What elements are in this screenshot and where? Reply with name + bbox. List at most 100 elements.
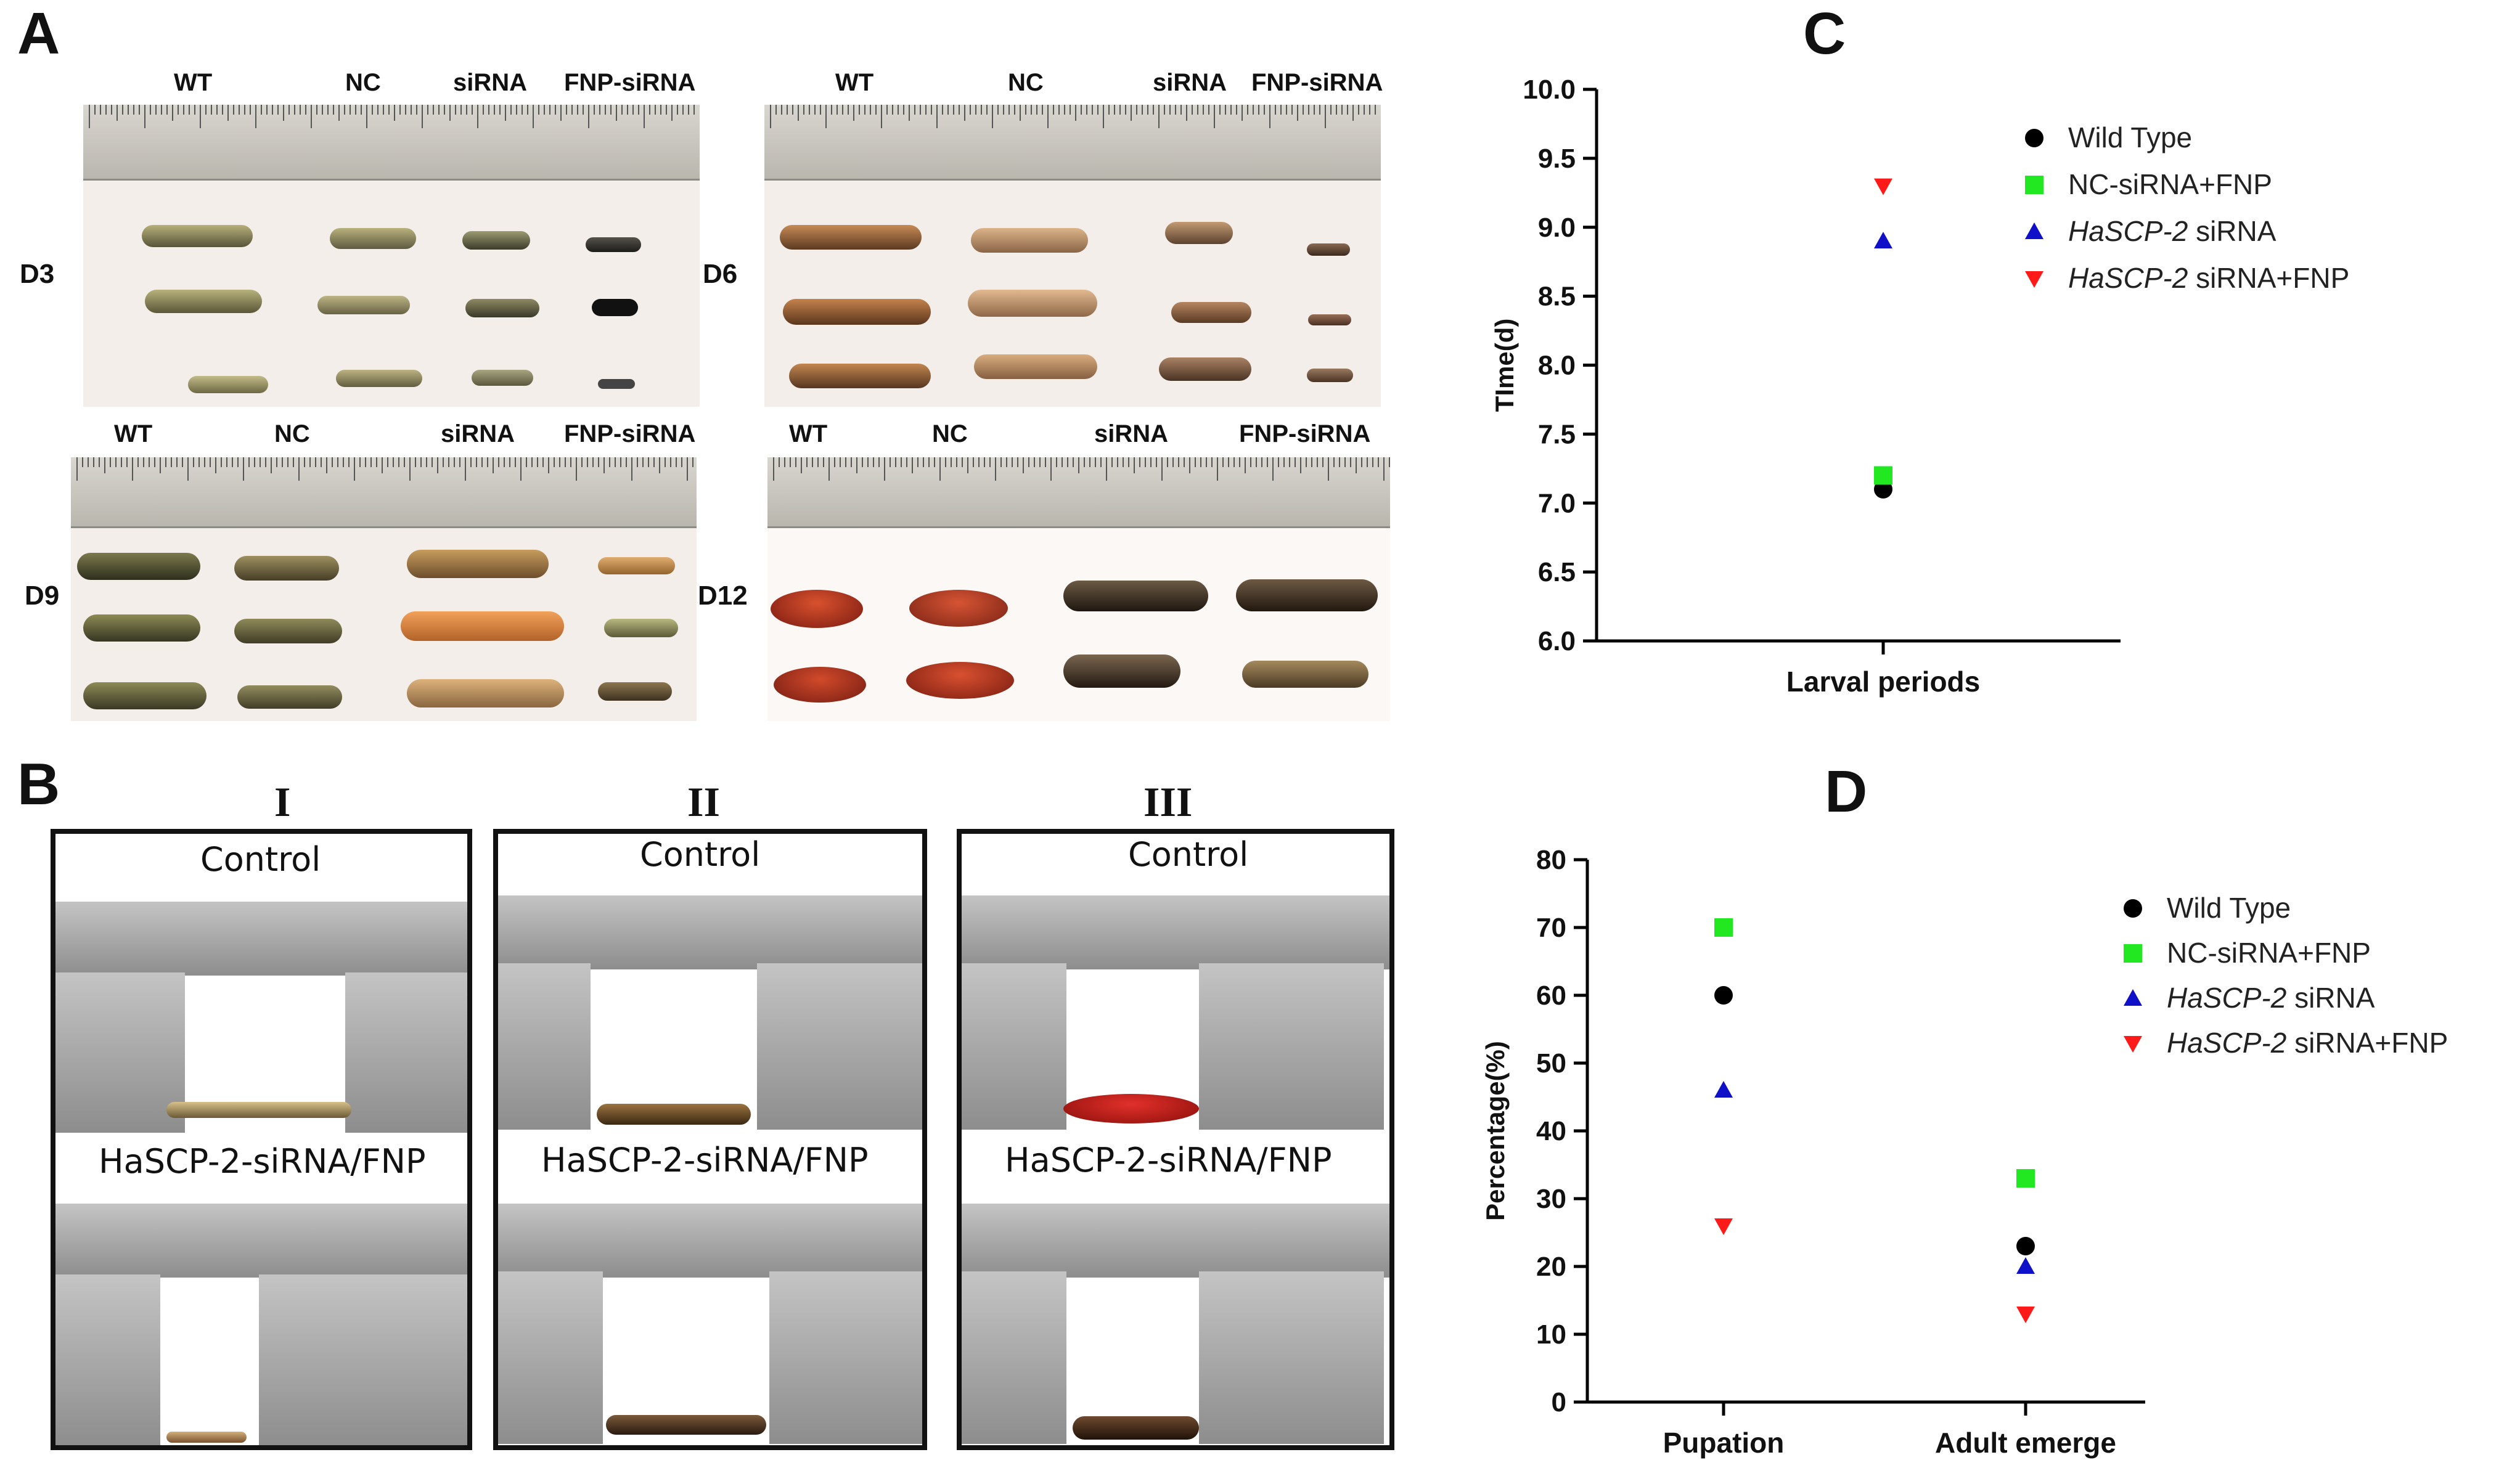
caliper-photo-control [962,877,1389,1133]
caliper-box: Control HaSCP-2-siRNA/FNP [493,829,927,1450]
data-point [1714,918,1733,937]
group-label-sirna: siRNA [1094,420,1169,447]
legend-label: NC-siRNA+FNP [2068,168,2272,200]
day-label-d3: D3 [20,259,55,289]
data-point [1714,1081,1733,1098]
y-tick-label: 30 [1536,1184,1566,1214]
group-label-nc: NC [1008,69,1044,96]
legend-marker [2025,271,2043,288]
legend-label: NC-siRNA+FNP [2167,937,2371,969]
legend-label: Wild Type [2068,121,2192,153]
y-tick-label: 6.0 [1538,626,1576,656]
chart-d: 0 10 20 30 40 50 60 70 80 Pupation Adult emerge Per… [1481,845,2448,1459]
day-label-d12: D12 [698,581,748,611]
y-tick-label: 80 [1536,845,1566,875]
y-tick-label: 7.5 [1538,419,1576,449]
legend-marker [2124,899,2142,918]
group-label-fnp-sirna: FNP-siRNA [564,420,696,447]
group-label-sirna: siRNA [453,69,528,96]
treatment-label: HaSCP-2-siRNA/FNP [1005,1141,1332,1180]
group-label-fnp-sirna: FNP-siRNA [564,69,696,96]
panel-b-letter: B [17,751,60,817]
group-label-nc: NC [345,69,381,96]
panel-d-letter: D [1825,759,1868,825]
group-label-nc: NC [932,420,968,447]
panel-c-letter: C [1803,1,1846,67]
y-tick-label: 8.0 [1538,351,1576,381]
y-axis-label: Percentage(%) [1481,1041,1510,1221]
data-point [2016,1237,2035,1255]
day-label-d9: D9 [25,581,60,611]
group-label-wt: WT [789,420,828,447]
ruler [767,457,1390,528]
column-numeral: I [274,778,291,825]
y-tick-label: 0 [1552,1387,1566,1417]
y-axis-label: TIme(d) [1490,319,1519,412]
y-tick-label: 50 [1536,1048,1566,1078]
ruler [83,105,700,181]
y-tick-label: 9.5 [1538,144,1576,174]
caliper-photo-treatment [498,1185,922,1445]
data-point [2016,1169,2035,1188]
control-label: Control [1128,835,1249,874]
legend-marker [2025,222,2043,239]
panel-a-letter: A [17,1,60,67]
y-tick-label: 10.0 [1523,75,1576,105]
y-tick-label: 10 [1536,1319,1566,1350]
y-tick-label: 7.0 [1538,488,1576,518]
caliper-photo-treatment [55,1185,467,1445]
legend-label: Wild Type [2167,892,2291,924]
group-label-wt: WT [114,420,153,447]
caliper-box: Control HaSCP-2-siRNA/FNP [51,829,472,1450]
photo-d12 [767,457,1390,721]
group-label-sirna: siRNA [1153,69,1227,96]
y-tick-label: 60 [1536,981,1566,1011]
y-tick-label: 20 [1536,1252,1566,1282]
control-label: Control [640,835,761,874]
group-label-fnp-sirna: FNP-siRNA [1239,420,1371,447]
photo-d9 [71,457,697,721]
legend-label: HaSCP-2 siRNA+FNP [2167,1027,2448,1059]
group-label-wt: WT [835,69,874,96]
caliper-photo-control [55,883,467,1136]
legend-marker [2025,129,2043,147]
ruler [764,105,1381,181]
column-numeral: II [687,778,720,825]
data-point [1714,1218,1733,1235]
photo-d6 [764,105,1381,407]
x-tick-label: Adult emerge [1935,1427,2116,1459]
legend-label: HaSCP-2 siRNA+FNP [2068,262,2349,294]
legend-marker [2124,1036,2142,1053]
legend-marker [2025,176,2043,194]
x-tick-label: Larval periods [1786,666,1980,698]
caliper-box: Control HaSCP-2-siRNA/FNP [957,829,1394,1450]
y-tick-label: 40 [1536,1116,1566,1146]
data-point [1714,986,1733,1005]
legend-marker [2124,944,2142,963]
data-point [1874,178,1892,195]
data-point [1874,232,1892,249]
data-point [1874,466,1892,485]
treatment-label: HaSCP-2-siRNA/FNP [541,1141,869,1180]
y-tick-label: 6.5 [1538,557,1576,587]
group-label-fnp-sirna: FNP-siRNA [1251,69,1383,96]
control-label: Control [200,840,321,879]
group-label-sirna: siRNA [441,420,515,447]
day-label-d6: D6 [703,259,738,289]
data-point [2016,1257,2035,1274]
data-point [2016,1307,2035,1323]
x-tick-label: Pupation [1663,1427,1785,1459]
legend-marker [2124,989,2142,1006]
photo-d3 [83,105,700,407]
treatment-label: HaSCP-2-siRNA/FNP [99,1142,426,1181]
y-tick-label: 9.0 [1538,213,1576,243]
y-tick-label: 8.5 [1538,282,1576,312]
column-numeral: III [1143,778,1193,825]
group-label-wt: WT [174,69,213,96]
legend-label: HaSCP-2 siRNA [2167,982,2375,1014]
y-tick-label: 70 [1536,913,1566,943]
group-label-nc: NC [274,420,310,447]
ruler [71,457,697,528]
chart-c: 6.0 6.5 7.0 7.5 8.0 8.5 9.0 9.5 10.0 Larval perio… [1490,75,2349,698]
caliper-photo-control [498,877,922,1133]
